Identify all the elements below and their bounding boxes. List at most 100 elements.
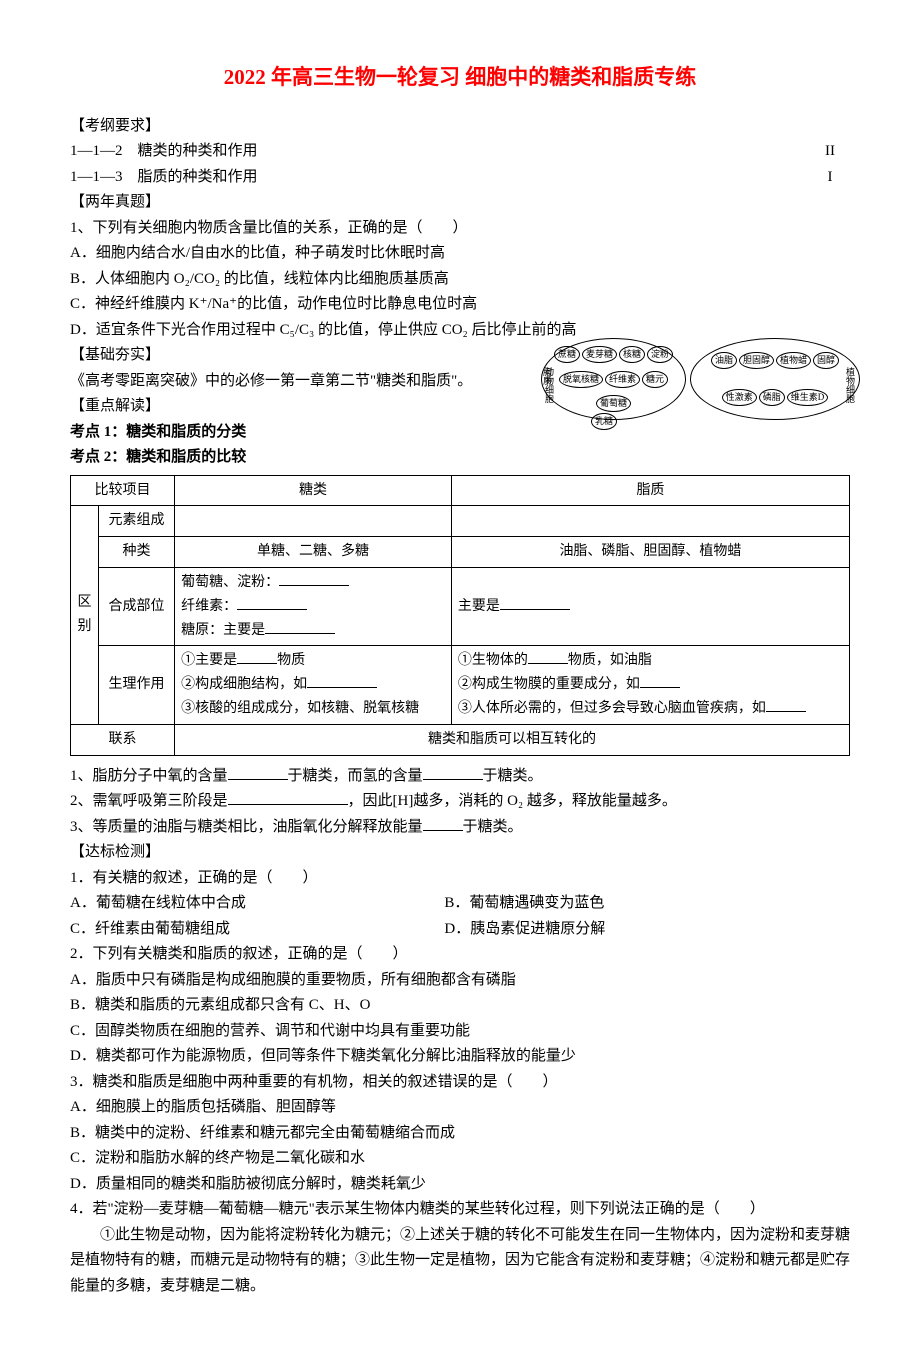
lipid-item-0: 油脂 [711, 352, 737, 369]
kaogang-header: 【考纲要求】 [70, 114, 850, 140]
page-title: 2022 年高三生物一轮复习 细胞中的糖类和脂质专练 [70, 60, 850, 96]
func-c2: ①主要是 物质 ②构成细胞结构，如 ③核酸的组成成分，如核糖、脱氧核糖 [175, 646, 452, 724]
sugar-item-8: 乳糖 [591, 413, 617, 430]
fill1c: 于糖类。 [483, 768, 543, 784]
sugar-item-3: 淀粉 [647, 346, 673, 363]
lianxi-val: 糖类和脂质可以相互转化的 [175, 724, 850, 755]
basic-text: 《高考零距离突破》中的必修一第一章第二节"糖类和脂质"。 [70, 369, 538, 395]
dq3-a: A．细胞膜上的脂质包括磷脂、胆固醇等 [70, 1095, 850, 1121]
func-c2-3: ③核酸的组成成分，如核糖、脱氧核糖 [181, 701, 419, 716]
th-compare: 比较项目 [71, 475, 175, 506]
fill1a: 1、脂肪分子中氧的含量 [70, 768, 228, 784]
qubie-label: 区别 [71, 506, 99, 724]
dq4: 4．若"淀粉—麦芽糖—葡萄糖—糖元"表示某生物体内糖类的某些转化过程，则下列说法… [70, 1197, 850, 1299]
dq2: 2．下列有关糖类和脂质的叙述，正确的是（ ） A．脂质中只有磷脂是构成细胞膜的重… [70, 942, 850, 1070]
syn-c2-l1: 葡萄糖、淀粉： [181, 575, 279, 590]
q1-a: A．细胞内结合水/自由水的比值，种子萌发时比休眠时高 [70, 241, 850, 267]
sugar-item-4: 脱氧核糖 [559, 371, 603, 388]
lipid-item-1: 胆固醇 [739, 352, 774, 369]
syn-label: 合成部位 [99, 568, 175, 646]
fill1b: 于糖类，而氢的含量 [288, 768, 423, 784]
func-c3-1a: ①生物体的 [458, 653, 528, 668]
elem-label: 元素组成 [99, 506, 175, 537]
r1-code: 1—1—2 [70, 143, 123, 159]
syn-c3-text: 主要是 [458, 599, 500, 614]
func-c3-1b: 物质，如油脂 [568, 653, 652, 668]
elem-c3 [451, 506, 849, 537]
dq3-d: D．质量相同的糖类和脂肪被彻底分解时，糖类耗氧少 [70, 1172, 850, 1198]
fill-2: 2、需氧呼吸第三阶段是，因此[H]越多，消耗的 O₂ 越多，释放能量越多。 [70, 789, 850, 815]
r2-text: 脂质的种类和作用 [138, 169, 258, 185]
comparison-table: 比较项目 糖类 脂质 区别 元素组成 种类 单糖、二糖、多糖 油脂、磷脂、胆固醇… [70, 475, 850, 756]
dq3-stem: 3．糖类和脂质是细胞中两种重要的有机物，相关的叙述错误的是（ ） [70, 1070, 850, 1096]
dq1-stem: 1．有关糖的叙述，正确的是（ ） [70, 866, 850, 892]
sugar-item-7: 葡萄糖 [596, 395, 631, 412]
dq1: 1．有关糖的叙述，正确的是（ ） A．葡萄糖在线粒体中合成 B．葡萄糖遇碘变为蓝… [70, 866, 850, 943]
kind-label: 种类 [99, 537, 175, 568]
lipid-oval: 脂质 油脂 胆固醇 植物蜡 固醇 性激素 磷脂 维生素D [690, 338, 860, 420]
dq3-b: B．糖类中的淀粉、纤维素和糖元都完全由葡萄糖缩合而成 [70, 1121, 850, 1147]
dq2-stem: 2．下列有关糖类和脂质的叙述，正确的是（ ） [70, 942, 850, 968]
basic-header: 【基础夯实】 [70, 343, 538, 369]
liangnian-section: 【两年真题】 1、下列有关细胞内物质含量比值的关系，正确的是（ ） A．细胞内结… [70, 190, 850, 343]
r1-level: II [810, 139, 850, 165]
kind-c3: 油脂、磷脂、胆固醇、植物蜡 [451, 537, 849, 568]
dq1-c: C．纤维素由葡萄糖组成 [70, 917, 444, 943]
fill3a: 3、等质量的油脂与糖类相比，油脂氧化分解释放能量 [70, 819, 423, 835]
fill2a: 2、需氧呼吸第三阶段是 [70, 793, 228, 809]
lipid-item-3: 固醇 [813, 352, 839, 369]
dq3: 3．糖类和脂质是细胞中两种重要的有机物，相关的叙述错误的是（ ） A．细胞膜上的… [70, 1070, 850, 1198]
elem-c2 [175, 506, 452, 537]
th-sugar: 糖类 [175, 475, 452, 506]
func-c3-3: ③人体所必需的，但过多会导致心脑血管疾病，如 [458, 701, 766, 716]
dq2-a: A．脂质中只有磷脂是构成细胞膜的重要物质，所有细胞都含有磷脂 [70, 968, 850, 994]
func-c2-2: ②构成细胞结构，如 [181, 677, 307, 692]
func-c2-1a: ①主要是 [181, 653, 237, 668]
syn-c2-l2: 纤维素： [181, 599, 237, 614]
q1-stem: 1、下列有关细胞内物质含量比值的关系，正确的是（ ） [70, 216, 850, 242]
classification-diagram: 动物细胞 植物细胞 蔗糖 麦芽糖 核糖 淀粉 脱氧核糖 纤维素 糖元 葡萄糖 乳… [541, 338, 860, 420]
lianxi-label: 联系 [71, 724, 175, 755]
r2-level: I [810, 165, 850, 191]
dq3-c: C．淀粉和脂肪水解的终产物是二氧化碳和水 [70, 1146, 850, 1172]
q1-b: B．人体细胞内 O₂/CO₂ 的比值，线粒体内比细胞质基质高 [70, 267, 850, 293]
kaogang-r1: 1—1—2 糖类的种类和作用 [70, 139, 810, 165]
dq4-opts: ①此生物是动物，因为能将淀粉转化为糖元；②上述关于糖的转化不可能发生在同一生物体… [70, 1223, 850, 1300]
func-c3: ①生物体的 物质，如油脂 ②构成生物膜的重要成分，如 ③人体所必需的，但过多会导致… [451, 646, 849, 724]
dq2-c: C．固醇类物质在细胞的营养、调节和代谢中均具有重要功能 [70, 1019, 850, 1045]
kaogang-r2: 1—1—3 脂质的种类和作用 [70, 165, 810, 191]
dq2-b: B．糖类和脂质的元素组成都只含有 C、H、O [70, 993, 850, 1019]
sugar-item-6: 糖元 [642, 371, 668, 388]
syn-c3: 主要是 [451, 568, 849, 646]
dabiao-header: 【达标检测】 [70, 840, 850, 866]
syn-c2-l3: 糖原：主要是 [181, 623, 265, 638]
dq4-stem: 4．若"淀粉—麦芽糖—葡萄糖—糖元"表示某生物体内糖类的某些转化过程，则下列说法… [70, 1197, 850, 1223]
r1-text: 糖类的种类和作用 [138, 143, 258, 159]
dq1-d: D．胰岛素促进糖原分解 [444, 917, 850, 943]
sugar-item-5: 纤维素 [605, 371, 640, 388]
func-c2-1b: 物质 [277, 653, 305, 668]
kaogang-section: 【考纲要求】 1—1—2 糖类的种类和作用 II 1—1—3 脂质的种类和作用 … [70, 114, 850, 191]
liangnian-header: 【两年真题】 [70, 190, 850, 216]
dq1-a: A．葡萄糖在线粒体中合成 [70, 891, 444, 917]
fill-1: 1、脂肪分子中氧的含量 于糖类，而氢的含量 于糖类。 [70, 764, 850, 790]
sugar-item-2: 核糖 [619, 346, 645, 363]
zhongdian-header: 【重点解读】 [70, 394, 538, 420]
sugar-item-0: 蔗糖 [554, 346, 580, 363]
r2-code: 1—1—3 [70, 169, 123, 185]
lipid-left-label: 脂质 [543, 368, 553, 386]
lipid-item-5: 磷脂 [759, 389, 785, 406]
fill-3: 3、等质量的油脂与糖类相比，油脂氧化分解释放能量 于糖类。 [70, 815, 850, 841]
q1-c: C．神经纤维膜内 K⁺/Na⁺的比值，动作电位时比静息电位时高 [70, 292, 850, 318]
lipid-item-6: 维生素D [787, 389, 829, 406]
lipid-item-2: 植物蜡 [776, 352, 811, 369]
kaodian-1: 考点 1：糖类和脂质的分类 [70, 420, 538, 446]
func-c3-2: ②构成生物膜的重要成分，如 [458, 677, 640, 692]
fill3b: 于糖类。 [463, 819, 523, 835]
kind-c2: 单糖、二糖、多糖 [175, 537, 452, 568]
dq2-d: D．糖类都可作为能源物质，但同等条件下糖类氧化分解比油脂释放的能量少 [70, 1044, 850, 1070]
func-label: 生理作用 [99, 646, 175, 724]
dq1-b: B．葡萄糖遇碘变为蓝色 [444, 891, 850, 917]
kaodian-2: 考点 2：糖类和脂质的比较 [70, 445, 538, 471]
lipid-item-4: 性激素 [722, 389, 757, 406]
